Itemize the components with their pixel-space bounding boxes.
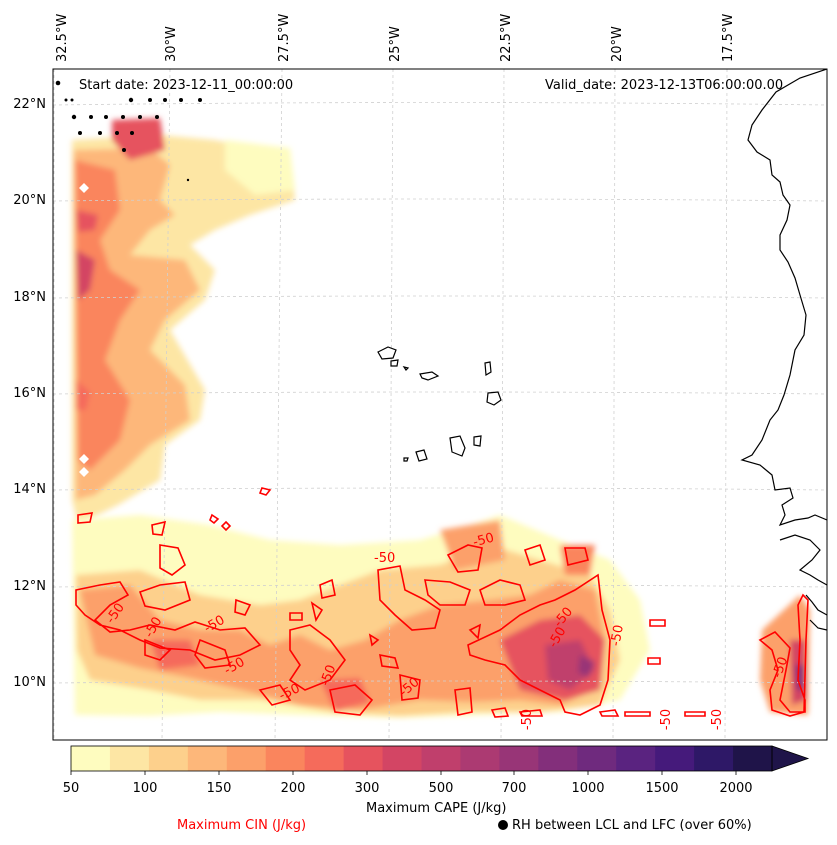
colorbar-swatch [460, 746, 500, 771]
colorbar-label: Maximum CAPE (J/kg) [366, 801, 507, 816]
colorbar-swatch [694, 746, 734, 771]
cape-field-west [72, 118, 295, 525]
colorbar-swatch [304, 746, 345, 771]
colorbar [70, 745, 810, 775]
rh-legend: RH between LCL and LFC (over 60%) [498, 818, 752, 833]
colorbar-swatch [187, 746, 228, 771]
contour-label: -50 [520, 708, 536, 731]
contour-label: -50 [659, 708, 675, 731]
longitude-label: 27.5°W [277, 13, 292, 62]
colorbar-swatch [71, 746, 111, 771]
colorbar-swatch [616, 746, 656, 771]
colorbar-frame [70, 745, 773, 772]
longitude-label: 17.5°W [721, 13, 736, 62]
missing-data-markers [79, 183, 89, 477]
latitude-label: 18°N [13, 290, 46, 305]
colorbar-tick: 150 [206, 781, 232, 796]
rh-legend-label: RH between LCL and LFC (over 60%) [512, 818, 752, 833]
colorbar-tick: 50 [62, 781, 80, 796]
contour-label: -50 [710, 708, 726, 731]
longitude-label: 20°W [610, 26, 625, 62]
latitude-label: 20°N [13, 193, 46, 208]
colorbar-swatch [499, 746, 539, 771]
longitude-label: 30°W [164, 26, 179, 62]
coastline [740, 69, 827, 631]
rh-markers [55, 80, 202, 182]
colorbar-swatch [109, 746, 150, 771]
contour-label: -50 [374, 551, 396, 566]
black-dot-icon [498, 820, 508, 830]
latitude-label: 10°N [13, 675, 46, 690]
colorbar-extend-arrow [771, 745, 810, 772]
colorbar-tick: 500 [428, 781, 454, 796]
longitude-label: 32.5°W [55, 13, 70, 62]
colorbar-swatch [421, 746, 461, 771]
colorbar-swatch [148, 746, 189, 771]
colorbar-swatch [733, 746, 773, 771]
cape-field-east [760, 595, 810, 715]
cape-verde-islands [377, 346, 502, 462]
colorbar-tick: 1000 [571, 781, 605, 796]
start-date-label: Start date: 2023-12-11_00:00:00 [79, 78, 294, 93]
colorbar-swatch [226, 746, 267, 771]
colorbar-swatch [655, 746, 695, 771]
cin-contours [75, 487, 809, 718]
colorbar-tick: 200 [280, 781, 306, 796]
cin-legend-label: Maximum CIN (J/kg) [177, 818, 307, 833]
colorbar-swatch [577, 746, 617, 771]
colorbar-tick: 100 [132, 781, 158, 796]
colorbar-tick: 2000 [719, 781, 753, 796]
longitude-label: 22.5°W [499, 13, 514, 62]
colorbar-tick: 300 [354, 781, 380, 796]
colorbar-swatch [265, 746, 306, 771]
latitude-label: 12°N [13, 579, 46, 594]
valid-date-label: Valid_date: 2023-12-13T06:00:00.00 [545, 78, 784, 93]
colorbar-swatch [538, 746, 578, 771]
map-frame [52, 68, 828, 741]
colorbar-tick: 1500 [645, 781, 679, 796]
longitude-label: 25°W [388, 26, 403, 62]
colorbar-swatch [382, 746, 422, 771]
latitude-label: 22°N [13, 97, 46, 112]
colorbar-swatch [343, 746, 384, 771]
colorbar-tick: 700 [501, 781, 527, 796]
latitude-label: 16°N [13, 386, 46, 401]
latitude-label: 14°N [13, 482, 46, 497]
